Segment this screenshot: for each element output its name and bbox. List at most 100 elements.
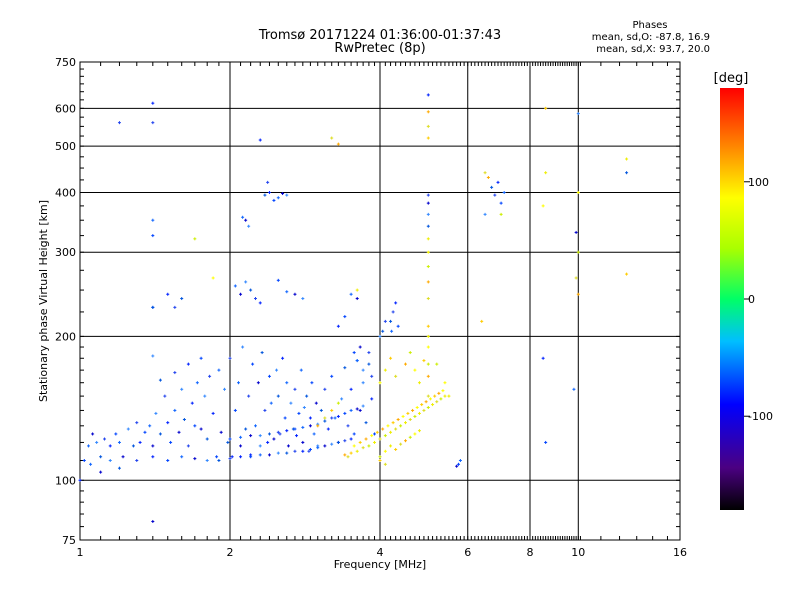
data-point bbox=[390, 329, 394, 333]
data-point bbox=[208, 374, 212, 378]
data-point bbox=[239, 435, 243, 439]
data-point bbox=[281, 192, 285, 196]
data-point bbox=[343, 411, 347, 415]
data-point bbox=[308, 447, 312, 451]
data-point bbox=[258, 444, 262, 448]
data-point bbox=[358, 408, 362, 412]
data-point bbox=[349, 451, 353, 455]
data-point bbox=[249, 288, 253, 292]
data-point bbox=[285, 381, 289, 385]
data-point bbox=[408, 351, 412, 355]
data-point bbox=[406, 411, 410, 415]
x-tick-label: 1 bbox=[77, 546, 84, 559]
data-point bbox=[114, 432, 118, 436]
data-point bbox=[352, 351, 356, 355]
data-point bbox=[426, 280, 430, 284]
data-point bbox=[394, 447, 398, 451]
data-point bbox=[258, 434, 262, 438]
data-point bbox=[435, 400, 439, 404]
data-point bbox=[389, 430, 393, 434]
data-point bbox=[151, 218, 155, 222]
y-tick-label: 600 bbox=[55, 102, 76, 115]
data-point bbox=[297, 411, 301, 415]
data-point bbox=[99, 470, 103, 474]
data-point bbox=[370, 397, 374, 401]
data-point bbox=[177, 430, 181, 434]
data-point bbox=[301, 449, 305, 453]
data-point bbox=[361, 368, 365, 372]
data-point bbox=[151, 444, 155, 448]
data-point bbox=[95, 440, 99, 444]
data-point bbox=[426, 136, 430, 140]
data-point bbox=[355, 288, 359, 292]
data-point bbox=[420, 403, 424, 407]
data-point bbox=[330, 408, 334, 412]
data-point bbox=[378, 455, 382, 459]
data-point bbox=[576, 250, 580, 254]
data-point bbox=[305, 394, 309, 398]
data-point bbox=[244, 280, 248, 284]
data-point bbox=[413, 432, 417, 436]
data-point bbox=[117, 440, 121, 444]
data-point bbox=[389, 356, 393, 360]
data-point bbox=[330, 374, 334, 378]
data-point bbox=[182, 418, 186, 422]
data-point bbox=[426, 110, 430, 114]
data-point bbox=[307, 449, 311, 453]
data-point bbox=[426, 345, 430, 349]
data-point bbox=[458, 458, 462, 462]
data-point bbox=[228, 457, 232, 461]
data-point bbox=[399, 424, 403, 428]
data-point bbox=[244, 218, 248, 222]
data-point bbox=[266, 180, 270, 184]
data-point bbox=[193, 424, 197, 428]
stats-x-mode: mean, sd,X: 93.7, 20.0 bbox=[596, 44, 710, 55]
data-point bbox=[247, 394, 251, 398]
data-point bbox=[499, 212, 503, 216]
data-point bbox=[340, 397, 344, 401]
data-point bbox=[422, 359, 426, 363]
data-point bbox=[576, 190, 580, 194]
data-point bbox=[443, 381, 447, 385]
data-point bbox=[239, 444, 243, 448]
data-point bbox=[260, 351, 264, 355]
x-tick-label: 6 bbox=[464, 546, 471, 559]
data-point bbox=[131, 444, 135, 448]
data-point bbox=[330, 416, 334, 420]
data-point bbox=[403, 439, 407, 443]
data-point bbox=[236, 381, 240, 385]
data-point bbox=[403, 421, 407, 425]
data-point bbox=[103, 437, 107, 441]
data-point bbox=[293, 292, 297, 296]
colorbar-tick-label: 0 bbox=[748, 293, 755, 306]
x-tick-label: 8 bbox=[527, 546, 534, 559]
data-point bbox=[86, 444, 90, 448]
data-point bbox=[413, 414, 417, 418]
data-point bbox=[426, 250, 430, 254]
data-point bbox=[217, 368, 221, 372]
data-point bbox=[151, 519, 155, 523]
data-point bbox=[426, 362, 430, 366]
data-point bbox=[367, 351, 371, 355]
stats-o-mode: mean, sd,O: -87.8, 16.9 bbox=[591, 32, 710, 43]
data-point bbox=[301, 440, 305, 444]
data-point bbox=[82, 458, 86, 462]
x-axis-ticks: 1 2 4 6 8 10 16 bbox=[77, 62, 687, 559]
data-point bbox=[383, 319, 387, 323]
data-point bbox=[302, 405, 306, 409]
data-point bbox=[199, 356, 203, 360]
data-point bbox=[349, 408, 353, 412]
data-point bbox=[426, 93, 430, 97]
data-point bbox=[358, 440, 362, 444]
y-tick-label: 500 bbox=[55, 140, 76, 153]
data-point bbox=[426, 297, 430, 301]
data-point bbox=[263, 193, 267, 197]
data-point bbox=[117, 466, 121, 470]
data-point bbox=[301, 425, 305, 429]
data-point bbox=[78, 478, 82, 482]
chart-title: Tromsø 20171224 01:36:00-01:37:43 bbox=[258, 28, 502, 43]
data-point bbox=[267, 374, 271, 378]
data-point bbox=[163, 394, 167, 398]
data-point bbox=[151, 234, 155, 238]
data-point bbox=[490, 185, 494, 189]
